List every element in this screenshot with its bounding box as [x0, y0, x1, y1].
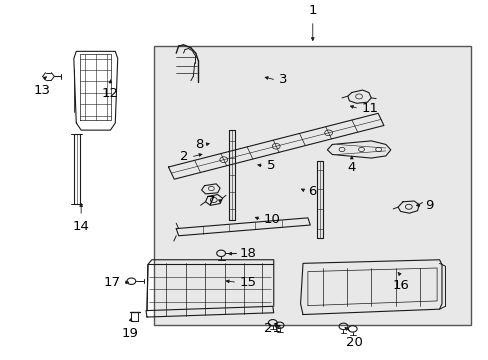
Text: 1: 1 [308, 4, 316, 17]
Text: 18: 18 [239, 247, 256, 260]
Text: 20: 20 [345, 336, 362, 349]
Text: 19: 19 [121, 327, 138, 340]
Text: 6: 6 [307, 185, 316, 198]
Text: 21: 21 [264, 322, 281, 336]
Text: 16: 16 [391, 279, 408, 292]
Text: 17: 17 [103, 276, 120, 289]
Text: 5: 5 [266, 159, 274, 172]
Text: 9: 9 [424, 199, 432, 212]
Text: 8: 8 [194, 138, 203, 151]
Text: 7: 7 [206, 195, 215, 208]
Bar [154, 46, 470, 325]
Text: 15: 15 [239, 276, 256, 289]
Text: 13: 13 [34, 84, 51, 96]
Text: 10: 10 [264, 213, 280, 226]
Text: 12: 12 [102, 87, 119, 100]
Text: 14: 14 [73, 220, 89, 233]
Text: 4: 4 [347, 161, 355, 174]
Text: 2: 2 [180, 150, 188, 163]
Text: 3: 3 [278, 73, 286, 86]
Text: 11: 11 [361, 102, 378, 115]
